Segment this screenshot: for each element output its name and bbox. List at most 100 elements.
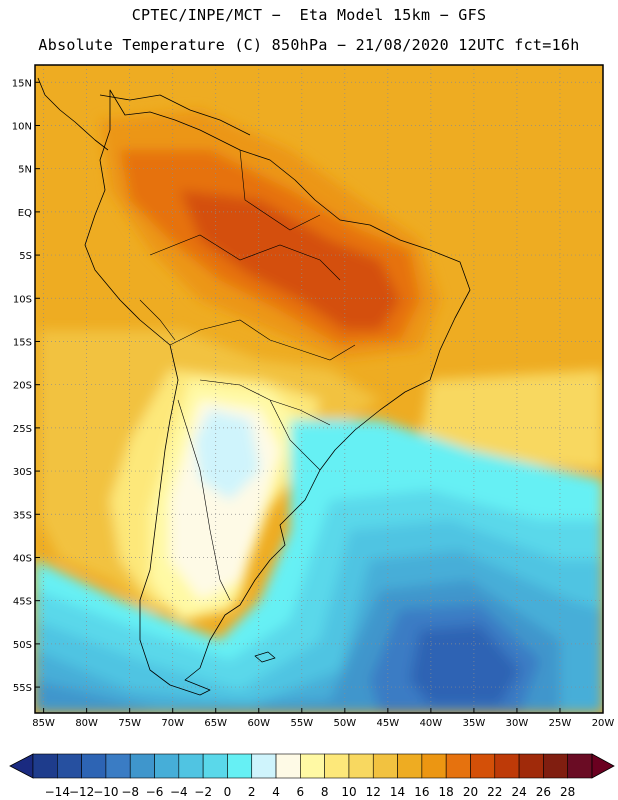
longitude-labels: 85W 80W 75W 70W 65W 60W 55W 50W 45W 40W 35W 30W 25W 2… — [32, 708, 614, 729]
lat-label: 15N — [12, 78, 32, 89]
lat-label: 15S — [13, 337, 32, 348]
latitude-labels: 15N 10N 5N EQ 5S 10S 15S 20S 25S 30S 35S 40S 45S 50S 5… — [12, 78, 40, 694]
colorbar-label: 0 — [224, 785, 232, 799]
lon-label: 40W — [420, 718, 443, 729]
colorbar-label: 4 — [272, 785, 280, 799]
colorbar-cell-1 — [57, 753, 82, 779]
colorbar-cell-21 — [543, 753, 568, 779]
lon-label: 35W — [463, 718, 486, 729]
lon-label: 20W — [592, 718, 615, 729]
border-line-6 — [139, 299, 176, 341]
colorbar-cell-0 — [32, 753, 58, 779]
colorbar-cell-18 — [470, 753, 496, 779]
colorbar-cell-17 — [445, 753, 471, 779]
lon-label: 60W — [247, 718, 270, 729]
lon-label: 45W — [377, 718, 400, 729]
chart-title-line-2: Absolute Temperature (C) 850hPa − 21/08/… — [38, 36, 580, 54]
lon-label: 55W — [290, 718, 313, 729]
map-frame — [34, 64, 604, 714]
colorbar-cell-14 — [372, 753, 398, 779]
colorbar-label: 22 — [487, 785, 502, 799]
colorbar-label: 2 — [248, 785, 256, 799]
field-band-minus8c — [410, 625, 520, 705]
graticule — [35, 65, 604, 713]
lon-label: 30W — [506, 718, 529, 729]
colorbar-cell-6 — [178, 753, 204, 779]
lat-label: 55S — [13, 683, 32, 694]
lon-label: 50W — [334, 718, 357, 729]
colorbar-label: −4 — [170, 785, 188, 799]
lat-label: 5S — [19, 251, 32, 262]
colorbar-cell-5 — [154, 753, 180, 779]
colorbar-cell-3 — [105, 753, 131, 779]
colorbar-label: 26 — [536, 785, 551, 799]
colorbar-label: 16 — [414, 785, 429, 799]
border-line-4 — [177, 399, 231, 601]
falkland-islands — [254, 651, 276, 663]
colorbar-label: −12 — [69, 785, 94, 799]
colorbar-label: 10 — [341, 785, 356, 799]
lon-label: 75W — [118, 718, 141, 729]
colorbar-cell-7 — [202, 753, 228, 779]
colorbar-over-arrow — [591, 753, 615, 779]
colorbar-label: 28 — [560, 785, 575, 799]
lon-label: 25W — [549, 718, 572, 729]
caribbean-coastline — [99, 94, 251, 136]
colorbar-under-arrow — [9, 753, 34, 779]
colorbar-cell-16 — [421, 753, 447, 779]
lat-label: 45S — [13, 597, 32, 608]
colorbar-cell-22 — [567, 753, 593, 779]
temperature-field — [35, 65, 603, 713]
lat-label: 30S — [13, 467, 32, 478]
colorbar-cell-13 — [348, 753, 374, 779]
colorbar-label: 18 — [439, 785, 454, 799]
lon-label: 65W — [204, 718, 227, 729]
lat-label: 50S — [13, 640, 32, 651]
border-line-1 — [149, 234, 341, 281]
colorbar-cell-20 — [518, 753, 544, 779]
political-borders — [139, 149, 356, 601]
colorbar-cells — [32, 753, 593, 779]
colorbar-label: 12 — [366, 785, 381, 799]
colorbar-label: 14 — [390, 785, 405, 799]
lat-label: 10S — [13, 294, 32, 305]
field-band-6c — [195, 410, 260, 500]
colorbar-labels: −14−12−10 −8 −6 −4 −2 0 2 4 6 8 10 12 14 16 18 20 22 24 26… — [45, 785, 576, 799]
colorbar-cell-12 — [324, 753, 350, 779]
lat-label: 10N — [12, 121, 32, 132]
colorbar-label: 6 — [297, 785, 305, 799]
colorbar-label: −6 — [146, 785, 164, 799]
field-band-24c — [180, 190, 400, 330]
field-band-14c-east — [420, 370, 603, 470]
lat-label: EQ — [18, 208, 32, 219]
colorbar-cell-15 — [397, 753, 423, 779]
colorbar-label: 20 — [463, 785, 478, 799]
chart-title-line-1: CPTEC/INPE/MCT − Eta Model 15km − GFS — [131, 6, 487, 24]
lat-label: 25S — [13, 424, 32, 435]
border-line-5 — [269, 399, 321, 471]
lat-label: 20S — [13, 381, 32, 392]
lon-label: 70W — [161, 718, 184, 729]
colorbar-cell-19 — [494, 753, 520, 779]
colorbar-cell-4 — [129, 753, 155, 779]
colorbar-cell-2 — [81, 753, 107, 779]
colorbar-label: −10 — [93, 785, 118, 799]
colorbar-label: −14 — [45, 785, 70, 799]
colorbar-cell-8 — [227, 753, 253, 779]
lat-label: 35S — [13, 510, 32, 521]
central-america-coastline — [37, 77, 109, 151]
colorbar-label: −2 — [194, 785, 212, 799]
lat-label: 40S — [13, 553, 32, 564]
lat-label: 5N — [18, 165, 32, 176]
colorbar-cell-10 — [275, 753, 301, 779]
lon-label: 85W — [32, 718, 55, 729]
colorbar-cell-9 — [251, 753, 277, 779]
colorbar-cell-11 — [300, 753, 325, 779]
border-line-2 — [169, 319, 356, 361]
colorbar-label: 24 — [511, 785, 526, 799]
colorbar-label: −8 — [121, 785, 139, 799]
colorbar: −14−12−10 −8 −6 −4 −2 0 2 4 6 8 10 12 14 16 18 20 22 24 26… — [9, 753, 615, 799]
lon-label: 80W — [75, 718, 98, 729]
colorbar-label: 8 — [321, 785, 329, 799]
